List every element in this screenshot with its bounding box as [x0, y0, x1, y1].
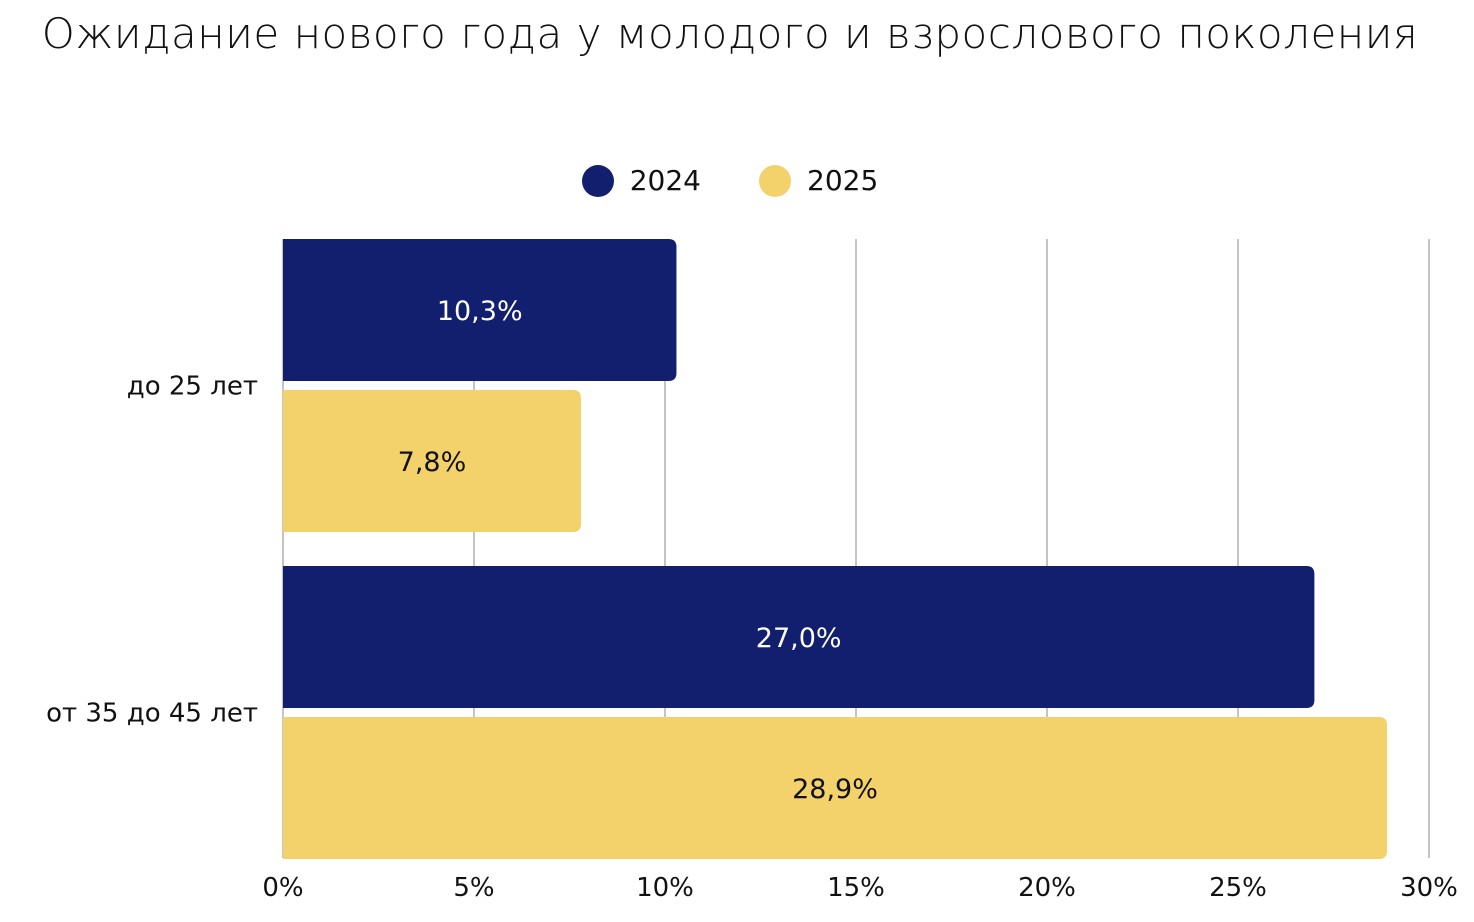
x-tick-label: 30%: [1400, 873, 1458, 903]
x-tick-label: 5%: [453, 873, 494, 903]
bar-2024: [283, 239, 677, 381]
data-label: 7,8%: [398, 447, 467, 478]
data-label: 27,0%: [756, 623, 842, 654]
bar-2025: [283, 717, 1387, 859]
legend-item-2025: 2025: [759, 164, 878, 197]
x-tick-label: 20%: [1018, 873, 1076, 903]
legend-swatch: [759, 164, 791, 197]
data-label: 28,9%: [792, 774, 878, 805]
legend-item-2024: 2024: [581, 164, 701, 197]
x-tick-label: 15%: [827, 873, 885, 903]
bar-2024: [283, 566, 1315, 708]
bar-2025: [283, 390, 581, 532]
legend-swatch: [581, 164, 614, 197]
x-tick-label: 10%: [636, 873, 694, 903]
legend-label: 2024: [629, 164, 701, 197]
chart-title: Ожидание нового года у молодого и взросл…: [41, 9, 1419, 58]
x-tick-label: 25%: [1209, 873, 1267, 903]
y-category-label: до 25 лет: [127, 372, 258, 402]
y-category-label: от 35 до 45 лет: [46, 699, 258, 729]
x-tick-label: 0%: [262, 873, 303, 903]
legend-label: 2025: [807, 164, 879, 197]
data-label: 10,3%: [437, 296, 523, 327]
legend: 2024 2025: [0, 164, 1460, 197]
